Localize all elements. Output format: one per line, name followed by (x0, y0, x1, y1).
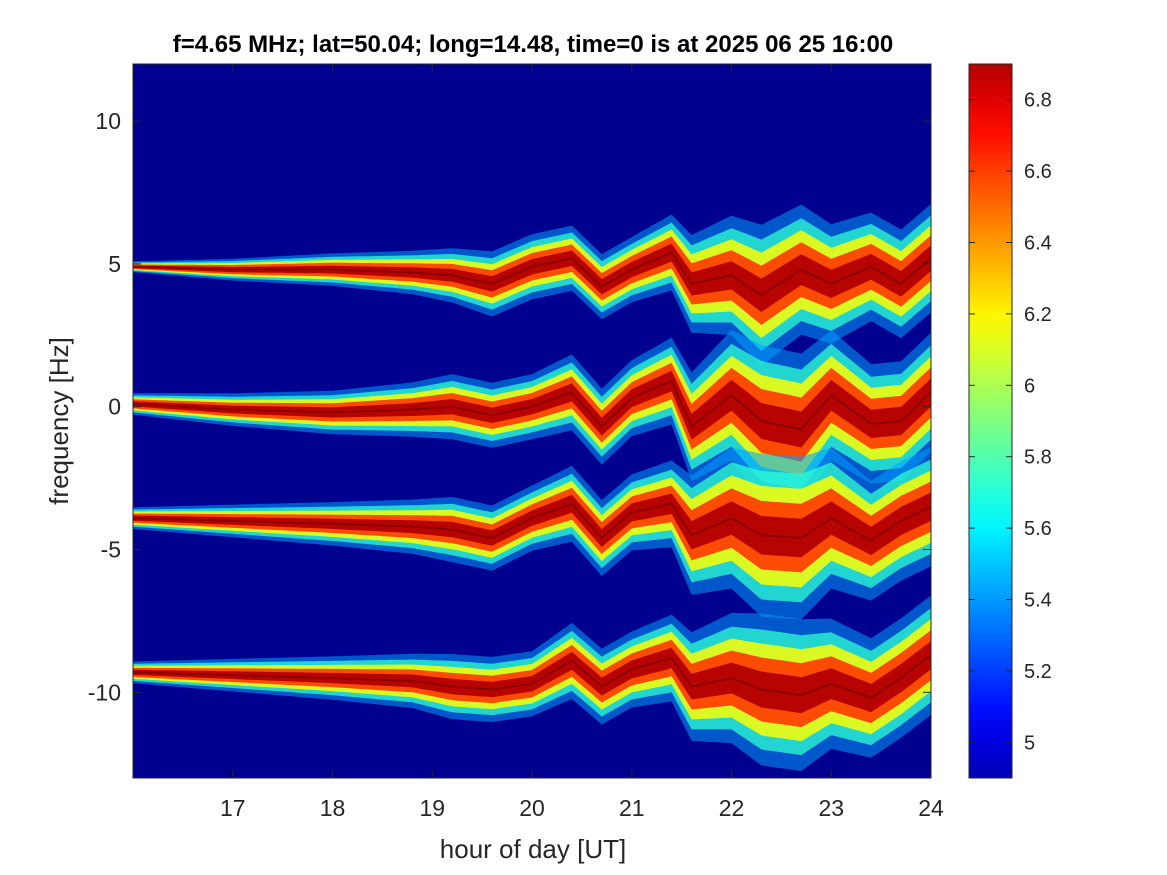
x-tick-label: 23 (818, 795, 844, 821)
colorbar-tick-label: 6.4 (1024, 233, 1052, 255)
y-tick-label: 10 (95, 108, 121, 134)
x-tick-label: 19 (419, 795, 445, 821)
chart-title: f=4.65 MHz; lat=50.04; long=14.48, time=… (173, 31, 893, 58)
trace-band (133, 203, 931, 366)
colorbar-ticks: 5 5.2 5.4 5.6 5.8 6 6.2 6.4 6.6 6.8 (969, 90, 1052, 754)
x-axis-ticks: 17 18 19 20 21 22 23 24 (220, 64, 944, 821)
y-tick-label: -10 (88, 679, 121, 705)
trace-band-layer (133, 492, 931, 558)
colorbar-tick-label: 5 (1024, 732, 1035, 754)
colorbar-tick-label: 6 (1024, 375, 1035, 397)
trace-band (133, 447, 931, 620)
trace-band-layer (133, 235, 931, 325)
y-tick-label: 5 (108, 251, 121, 277)
x-tick-label: 21 (619, 795, 645, 821)
x-tick-label: 20 (519, 795, 545, 821)
x-tick-label: 24 (918, 795, 944, 821)
colorbar-tick-label: 5.2 (1024, 661, 1052, 683)
trace-ridge (133, 251, 931, 297)
x-tick-label: 17 (220, 795, 246, 821)
colorbar-tick-label: 5.4 (1024, 590, 1052, 612)
y-axis-ticks: 10 5 0 -5 -10 (88, 108, 931, 705)
colorbar-tick-label: 6.8 (1024, 90, 1052, 112)
trace-ridge (133, 654, 931, 700)
x-tick-label: 18 (320, 795, 346, 821)
trace-band-layer (133, 641, 931, 714)
colorbar-tick-label: 6.2 (1024, 304, 1052, 326)
trace-band-layer (133, 370, 931, 448)
y-tick-label: 0 (108, 394, 121, 420)
x-axis-label: hour of day [UT] (440, 834, 626, 864)
colorbar (968, 63, 1013, 779)
y-axis-label: frequency [Hz] (44, 337, 74, 505)
x-tick-label: 22 (719, 795, 745, 821)
spectrogram-traces (133, 203, 931, 772)
trace-band-layer (133, 243, 931, 312)
y-tick-label: -5 (101, 537, 121, 563)
colorbar-tick-label: 6.6 (1024, 161, 1052, 183)
trace-band (133, 595, 931, 772)
trace-band (133, 330, 931, 506)
trace-ridge (133, 502, 931, 543)
colorbar-tick-label: 5.8 (1024, 447, 1052, 469)
colorbar-tick-label: 5.6 (1024, 518, 1052, 540)
trace-ridge (133, 379, 931, 431)
